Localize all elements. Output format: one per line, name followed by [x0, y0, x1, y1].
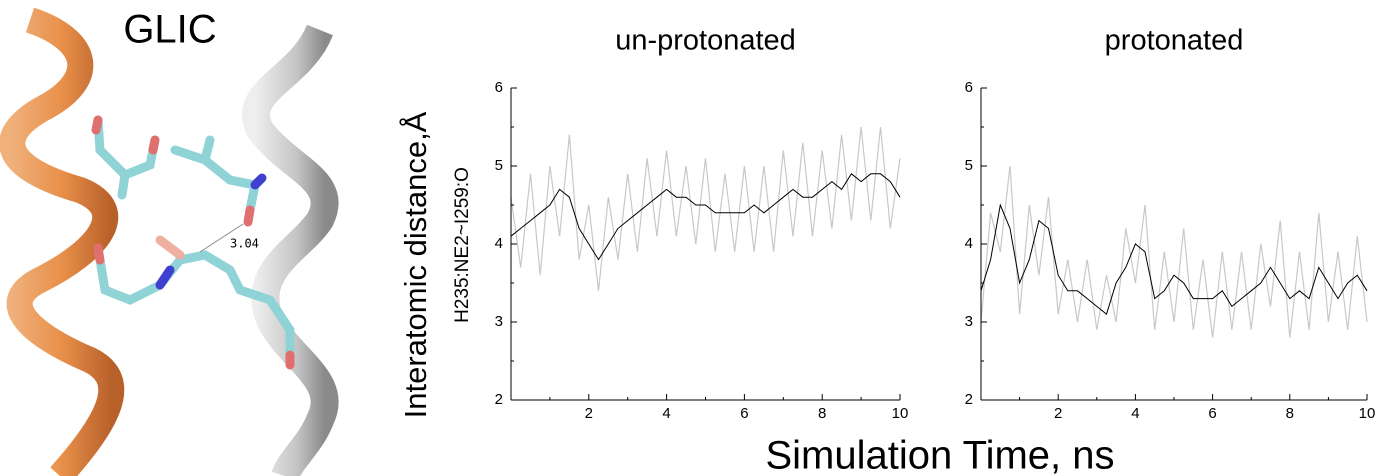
y-tick-label: 3: [965, 313, 973, 330]
x-tick-label: 6: [1208, 405, 1216, 422]
data-line: [510, 126, 901, 291]
y-axis-sublabel: H235:NE2~I259:O: [452, 167, 473, 323]
y-axis-label: Interatomic distance,Å: [398, 111, 433, 418]
sticks: [91, 115, 295, 370]
x-tick-label: 4: [1131, 405, 1139, 422]
x-tick-label: 8: [818, 405, 826, 422]
panel-label: GLIC: [123, 8, 216, 52]
y-tick-label: 3: [495, 313, 503, 330]
distance-line: [199, 223, 244, 253]
y-tick-label: 5: [965, 157, 973, 174]
x-tick-label: 8: [1286, 405, 1294, 422]
y-tick-label: 6: [965, 79, 973, 96]
y-tick-label: 2: [495, 391, 503, 408]
data-line: [980, 203, 1368, 316]
x-tick-label: 10: [892, 405, 909, 422]
distance-label: 3.04: [230, 237, 259, 251]
chart-title: un-protonated: [615, 25, 796, 57]
y-tick-label: 6: [495, 79, 503, 96]
chart-title: protonated: [1105, 25, 1244, 57]
molecule-illustration: 3.04 GLIC: [0, 7, 339, 476]
y-tick-label: 5: [495, 157, 503, 174]
x-tick-label: 10: [1359, 405, 1376, 422]
gray-helix: [242, 24, 339, 476]
x-tick-label: 6: [740, 405, 748, 422]
orange-helix: [0, 7, 125, 476]
x-axis-label: Simulation Time, ns: [765, 434, 1114, 476]
data-line: [980, 165, 1368, 338]
x-tick-label: 2: [585, 405, 593, 422]
y-tick-label: 4: [495, 235, 503, 252]
y-tick-label: 2: [965, 391, 973, 408]
data-line: [510, 173, 901, 261]
x-tick-label: 4: [662, 405, 670, 422]
y-tick-label: 4: [965, 235, 973, 252]
x-tick-label: 2: [1054, 405, 1062, 422]
